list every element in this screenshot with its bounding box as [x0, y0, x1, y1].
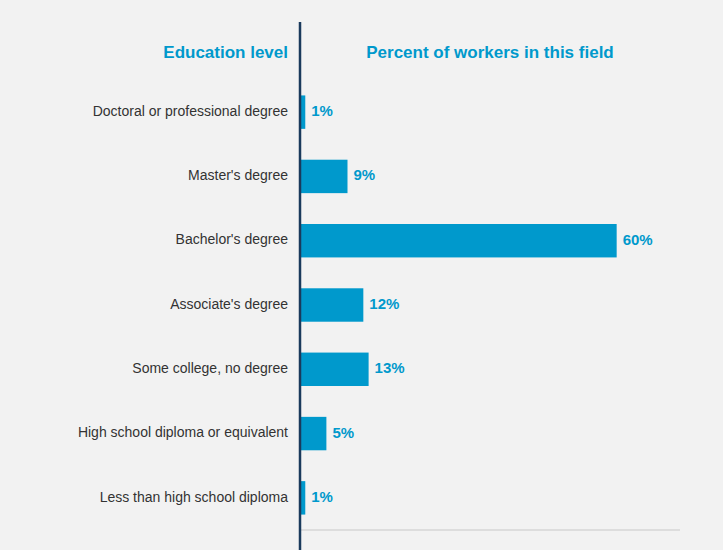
data-label: 13% — [375, 359, 405, 376]
bar — [300, 288, 363, 321]
y-tick-label: Less than high school diploma — [100, 489, 289, 505]
chart-container: Doctoral or professional degree Master's … — [0, 0, 723, 550]
x-axis-line — [300, 530, 680, 531]
data-label: 1% — [311, 102, 333, 119]
bar — [300, 224, 617, 257]
data-label: 60% — [623, 231, 653, 248]
y-tick-label: Associate's degree — [170, 296, 288, 312]
y-tick-label: Master's degree — [188, 167, 288, 183]
y-tick-label: High school diploma or equivalent — [78, 424, 288, 440]
data-label: 12% — [369, 295, 399, 312]
bars — [300, 95, 617, 514]
data-label: 5% — [332, 424, 354, 441]
y-axis-label: Education level — [163, 43, 288, 62]
bar — [300, 417, 326, 450]
divider — [299, 22, 302, 550]
bar — [300, 353, 369, 386]
data-label: 1% — [311, 488, 333, 505]
y-tick-label: Bachelor's degree — [176, 231, 289, 247]
chart-svg: Doctoral or professional degree Master's … — [0, 0, 723, 550]
y-tick-label: Some college, no degree — [132, 360, 288, 376]
bar — [300, 160, 348, 193]
y-tick-label: Doctoral or professional degree — [93, 103, 289, 119]
data-label: 9% — [354, 166, 376, 183]
background — [0, 0, 723, 550]
x-axis-label: Percent of workers in this field — [366, 43, 614, 62]
